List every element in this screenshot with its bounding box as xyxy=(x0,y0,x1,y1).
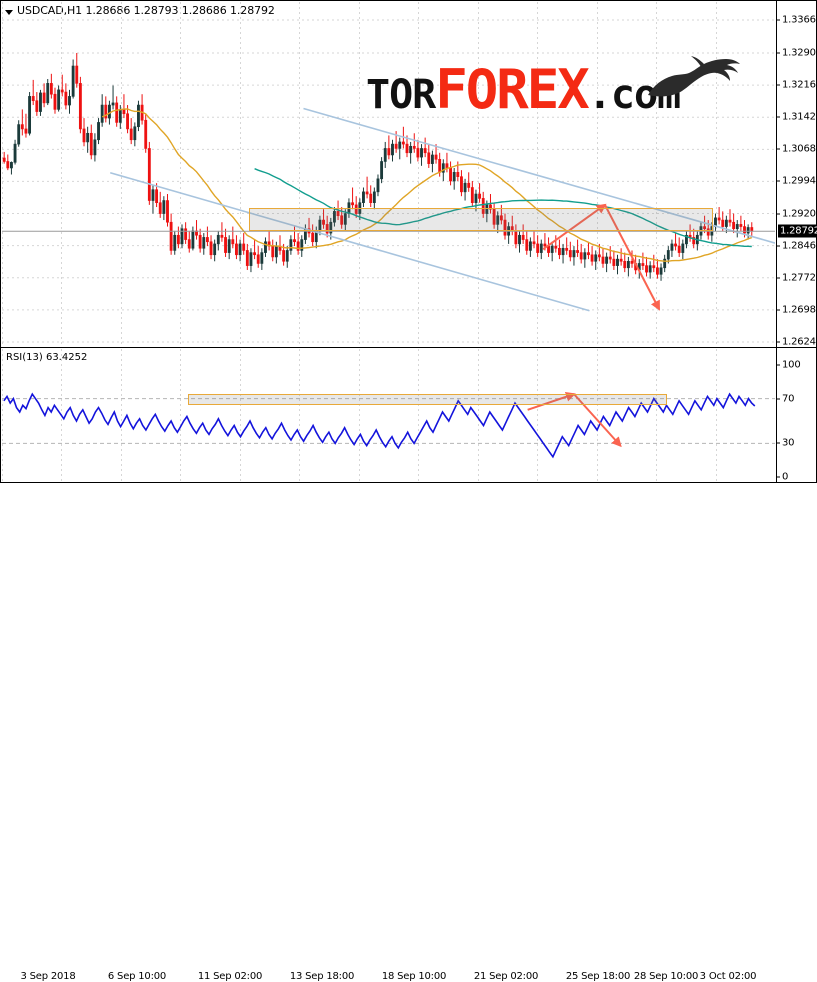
time-axis: 3 Sep 2018 6 Sep 10:00 11 Sep 02:00 13 Sep … xyxy=(0,483,817,982)
time-axis-label: 3 Sep 2018 xyxy=(20,971,76,982)
price-tick-mark xyxy=(776,180,780,182)
torforex-logo: TORFOREX.com xyxy=(366,58,681,121)
price-arrow-down-forecast xyxy=(604,204,660,311)
rsi-tick-label: 70 xyxy=(782,393,795,405)
price-resistance-zone xyxy=(249,208,714,231)
time-axis-label: 11 Sep 02:00 xyxy=(197,971,263,982)
rsi-indicator-panel[interactable]: RSI(13) 63.4252 100 70 30 0 xyxy=(0,347,817,483)
price-lower-channel xyxy=(109,171,590,312)
price-tick-mark xyxy=(776,19,780,21)
price-plot-area[interactable] xyxy=(2,2,775,347)
rsi-rsi-arrow-up xyxy=(527,391,576,411)
price-tick-label: 1.30680 xyxy=(782,143,817,155)
logo-text-forex: FOREX xyxy=(435,58,590,121)
time-axis-label: 25 Sep 18:00 xyxy=(565,971,631,982)
time-axis-label: 13 Sep 18:00 xyxy=(289,971,355,982)
price-tick-label: 1.33660 xyxy=(782,14,817,26)
price-tick-label: 1.26240 xyxy=(782,336,817,348)
rsi-tick-mark xyxy=(776,398,780,400)
price-tick-label: 1.31420 xyxy=(782,111,817,123)
price-tick-label: 1.29200 xyxy=(782,208,817,220)
price-panel-header: USDCAD,H1 1.28686 1.28793 1.28686 1.2879… xyxy=(17,4,275,17)
price-chart-panel[interactable]: USDCAD,H1 1.28686 1.28793 1.28686 1.2879… xyxy=(0,0,817,348)
rsi-rsi-overbought-zone xyxy=(187,394,667,406)
price-tick-mark xyxy=(776,148,780,150)
price-upper-channel xyxy=(303,107,775,244)
ma-fast-line xyxy=(101,108,753,262)
price-candlestick-svg xyxy=(2,2,775,347)
rsi-tick-label: 100 xyxy=(782,359,801,371)
price-tick-label: 1.32160 xyxy=(782,79,817,91)
rsi-tick-label: 0 xyxy=(782,471,789,483)
rsi-y-axis: 100 70 30 0 xyxy=(776,348,817,484)
time-axis-label: 18 Sep 10:00 xyxy=(381,971,447,982)
time-axis-label: 3 Oct 02:00 xyxy=(699,971,757,982)
price-tick-mark xyxy=(776,341,780,343)
rsi-rsi-arrow-down xyxy=(573,393,622,448)
rsi-plot-area[interactable] xyxy=(2,349,775,482)
price-tick-mark xyxy=(776,213,780,215)
price-tick-mark xyxy=(776,245,780,247)
price-tick-mark xyxy=(776,277,780,279)
logo-text-tor: TOR xyxy=(366,72,436,118)
price-tick-mark xyxy=(776,52,780,54)
rsi-tick-mark xyxy=(776,364,780,366)
price-tick-label: 1.28460 xyxy=(782,240,817,252)
price-arrow-up-forecast xyxy=(542,203,607,250)
price-tick-mark xyxy=(776,84,780,86)
rsi-tick-mark xyxy=(776,476,780,478)
price-tick-label: 1.32900 xyxy=(782,47,817,59)
bull-icon xyxy=(648,56,740,97)
rsi-tick-mark xyxy=(776,442,780,444)
rsi-axis-divider xyxy=(776,348,777,482)
time-axis-label: 21 Sep 02:00 xyxy=(473,971,539,982)
chevron-down-icon[interactable] xyxy=(5,10,13,15)
time-axis-label: 28 Sep 10:00 xyxy=(633,971,699,982)
price-tick-mark xyxy=(776,116,780,118)
price-y-axis: 1.33660 1.32900 1.32160 1.31420 1.30680 1.299… xyxy=(776,1,817,349)
price-tick-label: 1.27720 xyxy=(782,272,817,284)
rsi-tick-label: 30 xyxy=(782,437,795,449)
current-price-label: 1.28792 xyxy=(778,224,817,238)
price-tick-label: 1.29940 xyxy=(782,175,817,187)
rsi-panel-header: RSI(13) 63.4252 xyxy=(6,352,88,363)
rsi-line xyxy=(3,392,756,459)
price-tick-label: 1.26980 xyxy=(782,304,817,316)
price-tick-mark xyxy=(776,309,780,311)
rsi-line-svg xyxy=(2,349,775,482)
time-axis-label: 6 Sep 10:00 xyxy=(107,971,167,982)
price-axis-divider xyxy=(776,1,777,347)
